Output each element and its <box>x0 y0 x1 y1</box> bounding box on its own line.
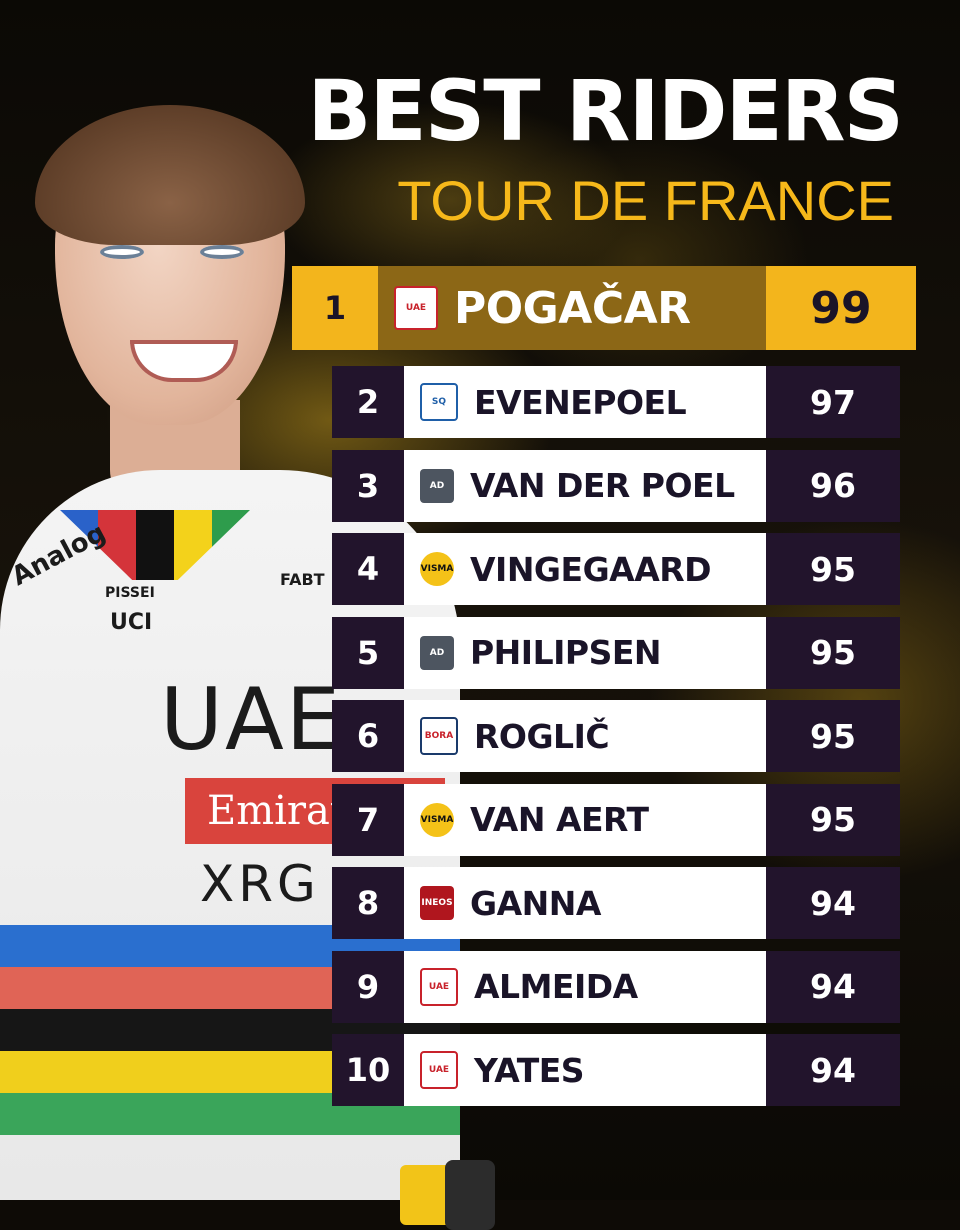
team-logo-icon: INEOS <box>420 886 454 920</box>
rider-eye-left <box>100 245 144 259</box>
rider-cell: SQ EVENEPOEL <box>404 366 766 438</box>
rider-row-3: 3 AD VAN DER POEL 96 <box>332 449 900 522</box>
rank-number: 4 <box>332 533 404 605</box>
rank-number: 2 <box>332 366 404 438</box>
rider-eye-right <box>200 245 244 259</box>
rank-number: 10 <box>332 1034 404 1106</box>
team-logo-icon: AD <box>420 468 454 503</box>
rider-score: 94 <box>766 950 900 1023</box>
rider-score: 95 <box>766 533 900 605</box>
rider-score: 95 <box>766 700 900 772</box>
rider-cell: VISMA VAN AERT <box>404 783 766 856</box>
rank-number: 9 <box>332 950 404 1023</box>
rider-score: 97 <box>766 366 900 438</box>
rank-number: 1 <box>292 266 378 350</box>
jersey-sponsor-xrg: XRG <box>200 855 320 913</box>
jersey-brand-fabt: FABT <box>280 570 325 589</box>
rank-number: 8 <box>332 867 404 939</box>
jersey-brand-uci: UCI <box>110 610 153 635</box>
team-logo-icon: VISMA <box>420 802 454 837</box>
team-logo-icon: SQ <box>420 383 458 421</box>
rider-cell: UAE YATES <box>404 1034 766 1106</box>
rider-name: ROGLIČ <box>474 716 610 756</box>
rider-row-8: 8 INEOS GANNA 94 <box>332 867 900 939</box>
rider-row-4: 4 VISMA VINGEGAARD 95 <box>332 533 900 605</box>
team-logo-icon: UAE <box>394 286 438 330</box>
rider-name: VINGEGAARD <box>470 549 712 589</box>
rank-number: 3 <box>332 449 404 522</box>
rank-number: 5 <box>332 616 404 689</box>
team-logo-icon: VISMA <box>420 552 454 586</box>
rider-watch <box>400 1160 495 1230</box>
rider-name: EVENEPOEL <box>474 382 687 422</box>
rider-score: 95 <box>766 783 900 856</box>
rider-cell: AD VAN DER POEL <box>404 449 766 522</box>
team-logo-icon: UAE <box>420 1051 458 1089</box>
jersey-brand-pissei: PISSEI <box>105 585 155 601</box>
rider-name: POGAČAR <box>454 282 691 334</box>
rider-row-10: 10 UAE YATES 94 <box>332 1034 900 1106</box>
rider-row-1: 1 UAE POGAČAR 99 <box>292 266 916 350</box>
rider-row-9: 9 UAE ALMEIDA 94 <box>332 950 900 1023</box>
rider-score: 96 <box>766 449 900 522</box>
team-logo-icon: BORA <box>420 717 458 755</box>
rider-hair <box>35 105 305 245</box>
rider-score: 94 <box>766 867 900 939</box>
rider-row-7: 7 VISMA VAN AERT 95 <box>332 783 900 856</box>
rider-name: ALMEIDA <box>474 967 638 1006</box>
rider-cell: INEOS GANNA <box>404 867 766 939</box>
team-logo-icon: UAE <box>420 967 458 1006</box>
rider-name: YATES <box>474 1050 585 1090</box>
rank-number: 7 <box>332 783 404 856</box>
rider-row-6: 6 BORA ROGLIČ 95 <box>332 700 900 772</box>
rider-name: VAN AERT <box>470 800 649 839</box>
rider-score: 94 <box>766 1034 900 1106</box>
rider-row-5: 5 AD PHILIPSEN 95 <box>332 616 900 689</box>
jersey-team-uae: UAE <box>160 670 343 770</box>
rider-cell: UAE POGAČAR <box>378 266 766 350</box>
rider-name: GANNA <box>470 883 601 923</box>
rider-name: VAN DER POEL <box>470 466 735 505</box>
rider-score: 99 <box>766 266 916 350</box>
rider-cell: AD PHILIPSEN <box>404 616 766 689</box>
page-subtitle: TOUR DE FRANCE <box>397 169 894 232</box>
rider-name: PHILIPSEN <box>470 633 662 672</box>
rank-number: 6 <box>332 700 404 772</box>
jersey-brand-analog: Analog <box>6 517 111 593</box>
rider-row-2: 2 SQ EVENEPOEL 97 <box>332 366 900 438</box>
rider-score: 95 <box>766 616 900 689</box>
rider-cell: UAE ALMEIDA <box>404 950 766 1023</box>
team-logo-icon: AD <box>420 635 454 670</box>
rider-cell: VISMA VINGEGAARD <box>404 533 766 605</box>
page-title: BEST RIDERS <box>307 62 904 160</box>
rider-cell: BORA ROGLIČ <box>404 700 766 772</box>
